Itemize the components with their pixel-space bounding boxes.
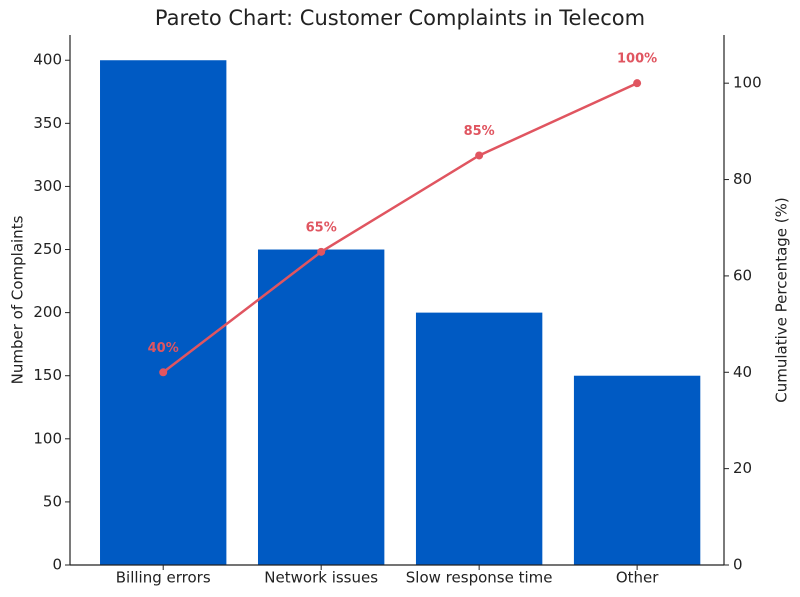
cumulative-line (162, 82, 638, 374)
y-tick-label: 400 (33, 51, 62, 69)
y-tick-label: 150 (33, 366, 62, 384)
value-label: 85% (464, 124, 495, 139)
y-tick-label: 50 (43, 492, 62, 510)
x-tick-label: Network issues (264, 569, 378, 587)
y2-tick-label: 80 (733, 170, 752, 188)
y2-axis-label: Cumulative Percentage (%) (773, 197, 791, 403)
y-tick-label: 0 (52, 556, 62, 574)
line-point (159, 368, 168, 377)
y2-tick-label: 100 (733, 74, 762, 92)
y-tick-label: 350 (33, 114, 62, 132)
y2-tick-label: 60 (733, 266, 752, 284)
line-point (633, 79, 642, 88)
y2-tick-label: 20 (733, 459, 752, 477)
bar (573, 375, 701, 565)
x-tick-label: Slow response time (406, 569, 553, 587)
line-point (317, 247, 326, 256)
x-tick-label: Billing errors (116, 569, 211, 587)
y2-tick-label: 40 (733, 363, 752, 381)
line-point (475, 151, 484, 160)
chart-title: Pareto Chart: Customer Complaints in Tel… (155, 6, 645, 30)
bar (257, 249, 385, 565)
x-tick-label: Other (616, 569, 659, 587)
y-tick-label: 200 (33, 303, 62, 321)
value-label: 40% (148, 341, 179, 356)
y-tick-label: 250 (33, 240, 62, 258)
value-label: 65% (306, 220, 337, 235)
bar (100, 60, 227, 565)
y-axis-label: Number of Complaints (9, 215, 27, 384)
y-tick-label: 100 (33, 429, 62, 447)
y2-tick-label: 0 (733, 556, 743, 574)
y-tick-label: 300 (33, 177, 62, 195)
bar (415, 312, 543, 565)
value-label: 100% (617, 52, 657, 67)
